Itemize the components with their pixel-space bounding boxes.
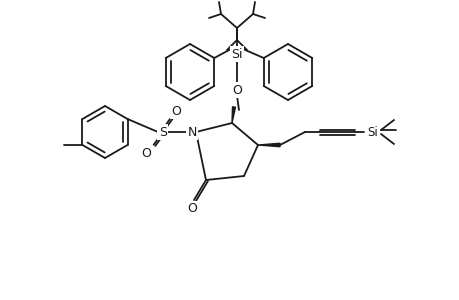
Text: O: O <box>231 83 241 97</box>
Polygon shape <box>231 107 235 123</box>
Text: O: O <box>171 104 180 118</box>
Polygon shape <box>257 143 280 147</box>
Text: S: S <box>159 125 167 139</box>
Text: O: O <box>187 202 196 215</box>
Text: N: N <box>187 125 196 139</box>
Text: Si: Si <box>231 47 242 61</box>
Text: O: O <box>141 146 151 160</box>
Text: Si: Si <box>367 125 378 139</box>
